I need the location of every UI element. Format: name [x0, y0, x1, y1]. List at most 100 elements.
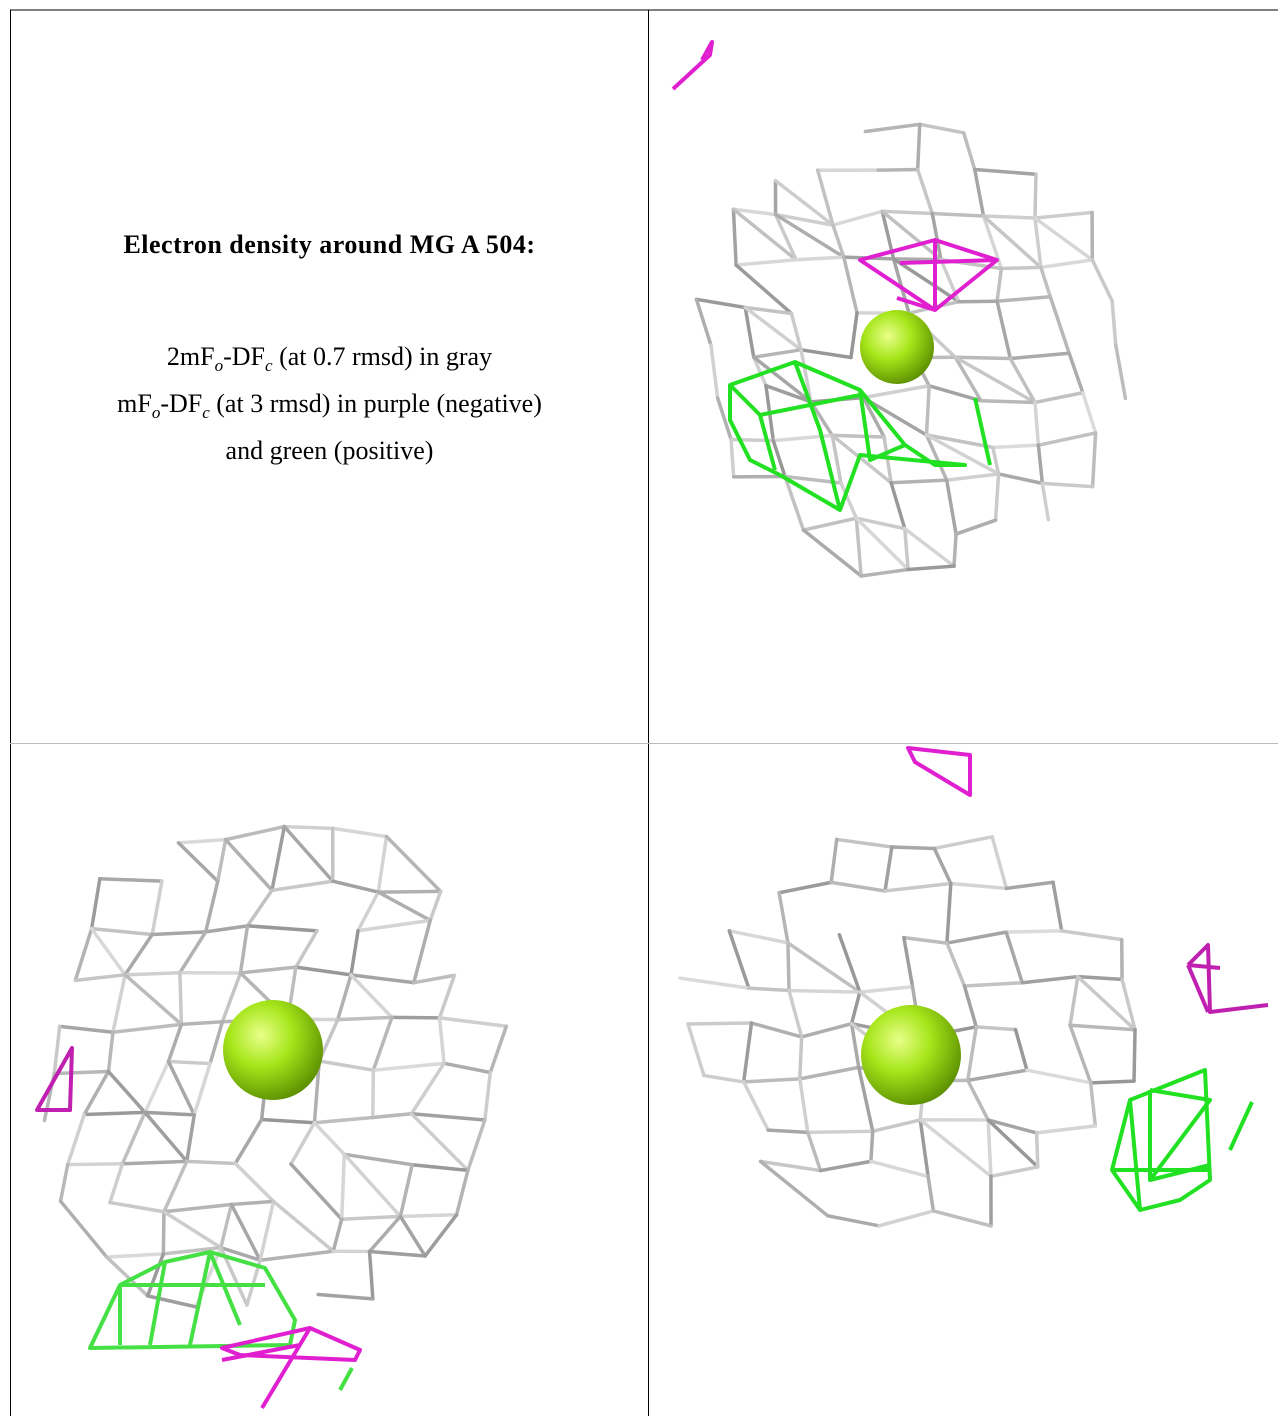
mesh-edge	[168, 1062, 194, 1115]
mesh-edge	[1006, 882, 1053, 888]
mesh-edge	[440, 975, 455, 1017]
mesh-edge	[221, 1204, 232, 1247]
mesh-edge	[954, 534, 956, 566]
mesh-edge	[373, 1017, 392, 1070]
mesh-edge	[947, 884, 951, 944]
mesh-edge	[318, 1295, 373, 1299]
mesh-edge	[801, 350, 851, 358]
mesh-edge	[358, 920, 430, 930]
mesh-edge	[800, 1037, 802, 1079]
mesh-edge	[905, 529, 954, 566]
mesh-edge	[1091, 1083, 1096, 1126]
mesh-edge	[84, 1112, 145, 1114]
mesh-edge	[113, 975, 125, 1032]
mesh-edge	[411, 1063, 444, 1113]
mesh-edge	[947, 474, 999, 480]
mesh-edge	[378, 837, 386, 893]
mesh-edge	[1001, 267, 1041, 268]
mesh-edge	[370, 1252, 426, 1256]
mesh-edge	[808, 1132, 821, 1170]
mesh-edge	[1078, 977, 1122, 980]
panel-borders	[10, 10, 1278, 1416]
mesh-edge	[947, 480, 956, 534]
mesh-edge	[1092, 260, 1112, 301]
mesh-edge	[231, 1201, 273, 1204]
mesh-edge	[145, 1112, 194, 1114]
mesh-edge	[1062, 931, 1122, 940]
mesh-edge	[370, 1216, 401, 1251]
mesh-edge	[226, 827, 285, 840]
mesh-edge	[457, 1170, 468, 1214]
mesh-edge	[975, 169, 984, 216]
mesh-edge	[444, 1063, 490, 1072]
mesh-edge	[152, 881, 162, 934]
mesh-edge	[828, 1216, 879, 1226]
mesh-edge	[976, 1027, 1015, 1030]
mesh-edge	[273, 1201, 333, 1251]
mesh-edge	[412, 1165, 468, 1171]
mesh-edge	[1041, 267, 1050, 296]
mesh-edge	[988, 1120, 991, 1176]
mesh-edge	[882, 211, 932, 213]
mesh-edge	[110, 1203, 164, 1212]
mesh-edge	[235, 1119, 261, 1163]
mesh-edge	[411, 1114, 467, 1171]
mesh-edge	[688, 1023, 752, 1024]
mesh-edge	[181, 1022, 222, 1025]
mesh-edge	[152, 932, 205, 935]
subscript: o	[215, 356, 224, 375]
mesh-edge	[851, 313, 857, 358]
mesh-edge	[1070, 1025, 1135, 1030]
mesh-edge	[54, 1026, 59, 1073]
mesh-edge	[711, 345, 718, 398]
mesh-edge	[54, 1072, 108, 1074]
mesh-edge	[1037, 1126, 1096, 1133]
mesh-edge	[1035, 393, 1083, 403]
mesh-edge	[856, 518, 908, 569]
mesh-edge	[844, 257, 857, 313]
mesh-edge	[871, 1161, 928, 1176]
mesh-edge	[430, 891, 440, 920]
mesh-edge	[918, 170, 933, 214]
mesh-edge	[425, 1215, 456, 1256]
mesh-edge	[284, 827, 332, 882]
mesh-edge	[1116, 345, 1126, 398]
mesh-edge	[964, 986, 976, 1027]
mesh-edge	[1042, 483, 1092, 486]
negative-mesh	[908, 748, 970, 795]
mesh-edge	[440, 1018, 507, 1026]
mesh-edge	[932, 213, 983, 216]
mesh-edge	[247, 890, 271, 926]
mesh-edge	[400, 1215, 456, 1217]
mesh-edge	[905, 529, 908, 570]
mesh-edge	[878, 170, 918, 171]
mesh-edge	[704, 1076, 744, 1082]
mesh-edge	[997, 297, 1050, 301]
caption-line: mFo-DFc (at 3 rmsd) in purple (negative)	[11, 385, 648, 432]
mesh-edge	[351, 931, 358, 975]
mesh-edge	[370, 1252, 373, 1299]
mesh-edge	[984, 216, 1035, 218]
mesh-edge	[314, 1123, 344, 1155]
text: mF	[117, 389, 152, 418]
mesh-edge	[975, 169, 1036, 174]
mesh-edge	[788, 943, 789, 991]
mesh-edge	[768, 1130, 808, 1132]
mesh-edge	[837, 839, 892, 847]
mesh-edge	[75, 975, 125, 981]
caption-line: and green (positive)	[11, 432, 648, 470]
mesh-edge	[688, 1024, 704, 1076]
mesh-edge	[145, 1112, 187, 1161]
mesh-edge	[108, 1032, 112, 1071]
mesh-edge	[729, 931, 788, 943]
mesh-edge	[378, 891, 440, 892]
mesh-edge	[800, 1079, 808, 1133]
mesh-edge	[800, 1067, 859, 1079]
mesh-edge	[351, 975, 392, 1017]
mesh-edge	[319, 1061, 373, 1070]
mesh-edge	[107, 1254, 164, 1257]
mesh-edge	[240, 926, 247, 973]
mesh-edge	[918, 124, 920, 169]
mesh-edge	[999, 474, 1043, 483]
negative-mesh	[1188, 945, 1268, 1012]
